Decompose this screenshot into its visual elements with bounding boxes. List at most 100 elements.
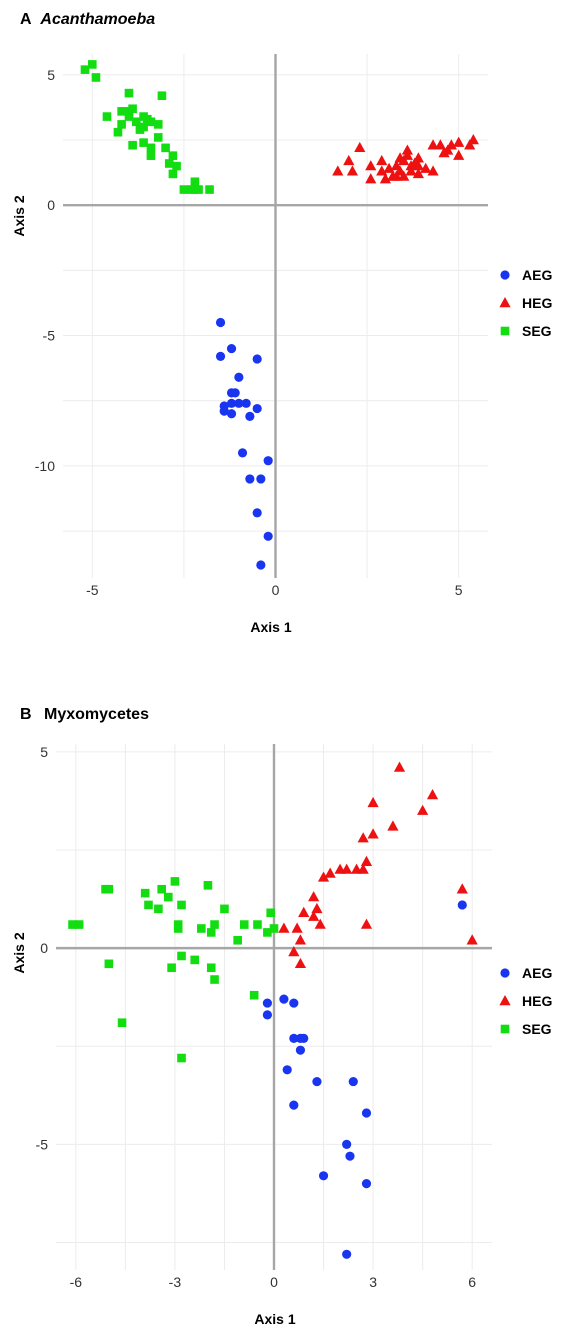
panel-a-point-seg [168,151,178,160]
panel-a-point-seg [139,122,148,132]
panel-b-x-tick-label: 6 [468,1274,476,1290]
panel-b-point-aeg [262,1010,272,1020]
panel-a-point-seg [124,88,134,98]
panel-b-point-aeg [361,1108,372,1118]
panel-a-point-seg [153,133,163,142]
panel-a-x-tick-label: -5 [86,582,99,598]
panel-a-point-aeg [263,456,273,466]
panel-a-legend-key-aeg [500,270,510,280]
panel-b-point-aeg [318,1171,329,1181]
panel-b-point-heg [291,922,303,933]
panel-a-point-heg [376,154,388,166]
panel-a-x-tick-label: 0 [272,582,280,598]
panel-b-x-axis-title: Axis 1 [254,1311,295,1327]
panel-b-x-tick-label: -3 [169,1274,182,1290]
panel-b-point-heg [311,902,323,914]
panel-b-point-seg [177,951,186,961]
panel-b-point-seg [206,928,216,937]
panel-a-point-heg [390,170,403,181]
panel-b-point-heg [367,828,379,839]
panel-a-point-heg [401,144,413,155]
panel-b-point-heg [393,761,406,772]
panel-b-y-tick-label: -5 [36,1136,49,1152]
panel-a-point-aeg [252,354,262,364]
panel-a-point-heg [365,160,377,171]
panel-b-point-seg [249,990,259,1000]
panel-b-letter: B [20,706,32,723]
panel-b-plot: -6 -3 0 3 6 5 0 -5 [36,744,492,1290]
panel-a-point-seg [91,73,101,82]
panel-b-point-heg [324,867,336,878]
panel-b-point-aeg [342,1249,352,1259]
panel-a-point-seg [117,120,126,129]
panel-a-point-seg [102,112,112,121]
panel-b-y-axis-title: Axis 2 [11,932,27,973]
panel-b-legend-label-heg: HEG [522,993,552,1009]
panel-a-point-heg [401,149,413,160]
panel-b-point-aeg [342,1139,352,1149]
panel-b-point-heg [298,906,310,917]
panel-b-point-aeg [348,1076,358,1087]
panel-b-point-seg [253,920,262,929]
panel-a-point-seg [205,185,214,194]
panel-b-point-seg [164,892,173,902]
panel-b: B Myxomycetes -6 -3 0 3 650-5 Axis 1 Axis 2 … [11,706,552,1327]
panel-b-point-heg [456,883,468,894]
panel-b-point-seg [233,935,242,945]
panel-a-point-seg [88,60,97,69]
panel-b-point-heg [466,934,478,945]
panel-a-point-heg [412,160,424,171]
panel-a-point-heg [434,139,446,150]
panel-b-point-seg [266,908,275,918]
panel-b-point-heg [308,891,320,902]
panel-a-point-seg [131,117,141,127]
panel-a-plot: -5 0 5 5 0 -5 -10 [35,54,488,598]
panel-a-y-axis-title: Axis 2 [11,195,27,236]
panel-a-point-heg [412,152,424,163]
panel-b-point-seg [263,928,272,937]
panel-a-point-seg [153,120,163,129]
panel-a-point-heg [453,136,465,147]
panel-b-legend-label-aeg: AEG [522,965,552,981]
panel-a-point-aeg [226,398,237,408]
panel-b-point-heg [294,934,307,945]
panel-b-point-aeg [289,1033,299,1044]
panel-b-point-heg [314,918,326,929]
panel-b-point-heg [317,871,330,882]
panel-a-point-heg [376,165,388,176]
panel-a-point-aeg [226,343,237,354]
panel-a-y-tick-label: -10 [35,458,55,474]
panel-a-point-seg [113,127,123,137]
panel-b-point-seg [173,924,183,933]
panel-b-x-tick-label: 3 [369,1274,377,1290]
panel-b-point-heg [360,855,373,866]
panel-b-point-seg [74,920,84,929]
panel-b-point-aeg [312,1076,322,1087]
panel-a-point-aeg [234,372,244,382]
panel-b-point-heg [387,820,399,831]
panel-a-point-seg [146,151,156,160]
panel-a-point-seg [139,138,148,147]
panel-b-point-seg [104,959,114,969]
panel-a-point-heg [346,165,359,176]
panel-a-point-seg [128,104,137,114]
panel-a-title: A Acanthamoeba [20,11,155,28]
panel-a-y-tick-label: 5 [47,67,55,83]
panel-a-point-seg [161,143,170,153]
panel-b-legend-key-seg [500,1024,510,1034]
panel-a-point-aeg [226,409,237,419]
panel-b-point-seg [140,888,150,898]
panel-b-point-seg [144,900,153,910]
panel-a-point-heg [464,139,476,150]
panel-b-x-tick-label: 0 [270,1274,278,1290]
panel-b-point-seg [239,920,249,929]
panel-a-point-seg [190,185,200,194]
panel-b-point-seg [68,920,77,929]
panel-a-point-heg [365,173,377,184]
panel-a-point-aeg [252,508,262,518]
panel-a-point-heg [427,165,439,176]
panel-b-point-aeg [279,994,289,1004]
panel-b-point-heg [360,918,373,929]
panel-a-point-seg [164,159,174,168]
